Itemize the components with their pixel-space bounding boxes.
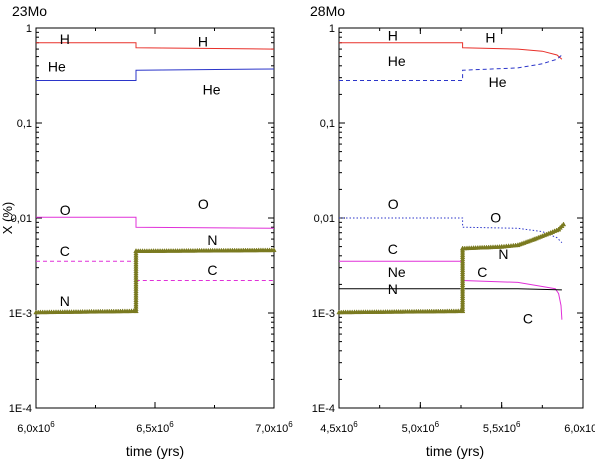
annotation-0-9: N xyxy=(207,232,217,248)
y-tick-label-0-4: 1E-4 xyxy=(9,403,32,415)
series-marker-n-0 xyxy=(133,306,139,311)
chart-left-title: 23Mo xyxy=(12,3,47,19)
y-tick-label-1-4: 1E-4 xyxy=(312,403,335,415)
chart-left-ylabel: X (%) xyxy=(0,202,15,235)
annotation-0-1: H xyxy=(198,33,208,49)
y-tick-label-0-1: 0,1 xyxy=(17,118,32,130)
annotation-1-3: He xyxy=(489,74,507,90)
chart-left-xlabel: time (yrs) xyxy=(126,443,184,459)
annotation-0-6: C xyxy=(60,243,70,259)
y-tick-label-1-1: 0,1 xyxy=(320,118,335,130)
annotation-1-2: He xyxy=(388,53,406,69)
annotation-0-0: H xyxy=(60,31,70,47)
x-tick-label-1-3: 6,0x106 xyxy=(564,420,595,435)
series-line-o-0 xyxy=(36,216,275,229)
series-line-he-0 xyxy=(36,68,275,81)
chart-right-xlabel: time (yrs) xyxy=(426,443,484,459)
series-line-n-0 xyxy=(35,249,275,313)
annotation-1-1: H xyxy=(485,30,495,46)
series-marker-n-0 xyxy=(133,277,139,282)
y-tick-label-0-3: 1E-3 xyxy=(9,308,32,320)
chart-right-frame xyxy=(338,27,584,409)
series-line-he-1 xyxy=(339,54,563,81)
series-marker-n-0 xyxy=(133,288,139,294)
chart-left: 23Mo time (yrs) X (%) 1 0,1 0,01 1E-3 1E-4 6,… xyxy=(0,3,293,459)
x-tick-label-1-1: 5,0x106 xyxy=(402,420,440,435)
x-tick-label-1-0: 4,5x106 xyxy=(320,420,358,435)
y-tick-label-0-2: 0,01 xyxy=(11,213,32,225)
annotation-1-6: C xyxy=(388,241,398,257)
series-marker-n-0 xyxy=(133,259,139,265)
series-marker-n-1 xyxy=(560,221,567,227)
chart-right-title: 28Mo xyxy=(310,3,345,19)
annotation-0-3: He xyxy=(203,81,221,97)
chart-right-plot: 1 0,1 0,01 1E-3 1E-4 4,5x106 5,0x106 5,5x106 6,0… xyxy=(312,23,595,435)
x-tick-label-1-2: 5,5x106 xyxy=(483,420,521,435)
chart-right: 28Mo time (yrs) 1 0,1 0,01 1E-3 1E-4 4,5x106 5… xyxy=(310,3,595,459)
y-tick-label-1-3: 1E-3 xyxy=(312,308,335,320)
annotation-1-7: N xyxy=(498,246,508,262)
annotation-0-5: O xyxy=(198,196,209,212)
annotation-0-8: N xyxy=(60,293,70,309)
annotation-1-8: Ne xyxy=(388,264,406,280)
x-tick-label-0-2: 7,0x106 xyxy=(255,420,293,435)
annotation-1-0: H xyxy=(388,27,398,43)
annotation-0-4: O xyxy=(60,202,71,218)
series-line-c-0 xyxy=(36,260,274,281)
series-marker-n-0 xyxy=(271,247,277,253)
y-tick-label-0-0: 1 xyxy=(26,23,32,35)
series-line-n-1 xyxy=(338,223,565,313)
x-tick-label-0-1: 6,5x106 xyxy=(136,420,174,435)
series-marker-n-0 xyxy=(133,297,139,302)
series-line-h-0 xyxy=(36,42,275,50)
annotation-1-11: C xyxy=(523,310,533,326)
chart-left-frame xyxy=(35,27,275,409)
annotation-1-4: O xyxy=(388,196,399,212)
series-marker-n-0 xyxy=(133,250,139,256)
series-marker-n-0 xyxy=(133,268,139,274)
annotation-0-2: He xyxy=(48,58,66,74)
annotation-1-10: N xyxy=(388,281,398,297)
annotation-1-9: C xyxy=(477,264,487,280)
x-tick-label-0-0: 6,0x106 xyxy=(17,420,55,435)
series-line-h-1 xyxy=(339,42,563,60)
y-tick-label-1-0: 1 xyxy=(329,23,335,35)
annotation-0-7: C xyxy=(207,262,217,278)
series-line-o-1 xyxy=(339,217,563,244)
y-tick-label-1-2: 0,01 xyxy=(314,213,335,225)
annotation-1-5: O xyxy=(490,209,501,225)
series-line-ne-1 xyxy=(339,288,562,291)
